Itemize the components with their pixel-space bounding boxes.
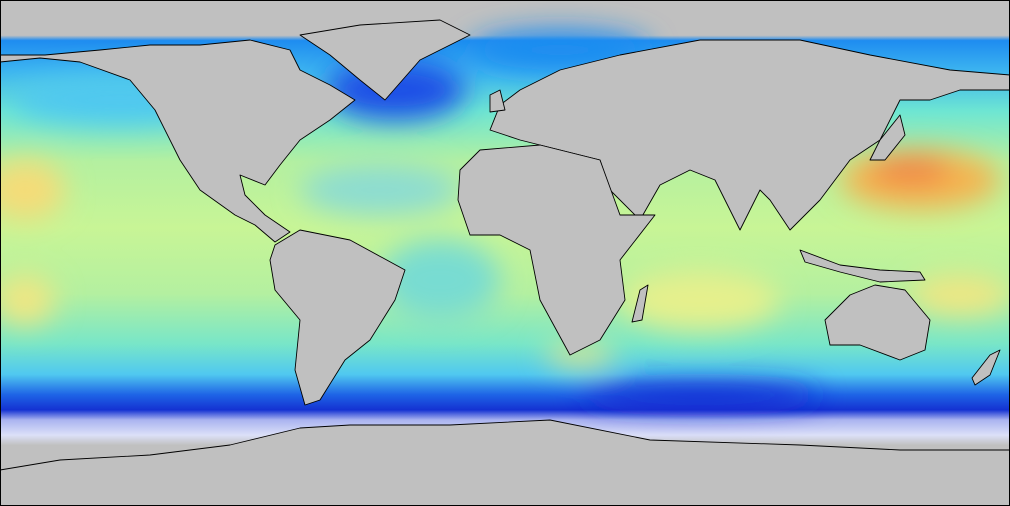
japan (869, 114, 906, 161)
antarctica (0, 419, 1010, 506)
africa (457, 144, 656, 356)
greenland (299, 19, 471, 101)
madagascar (631, 284, 649, 323)
continents (0, 19, 1010, 506)
new-zealand (971, 349, 1001, 386)
indonesia (799, 249, 926, 283)
great-britain (489, 89, 506, 113)
south-america (269, 229, 406, 406)
australia (824, 284, 931, 361)
north-america (0, 39, 356, 243)
